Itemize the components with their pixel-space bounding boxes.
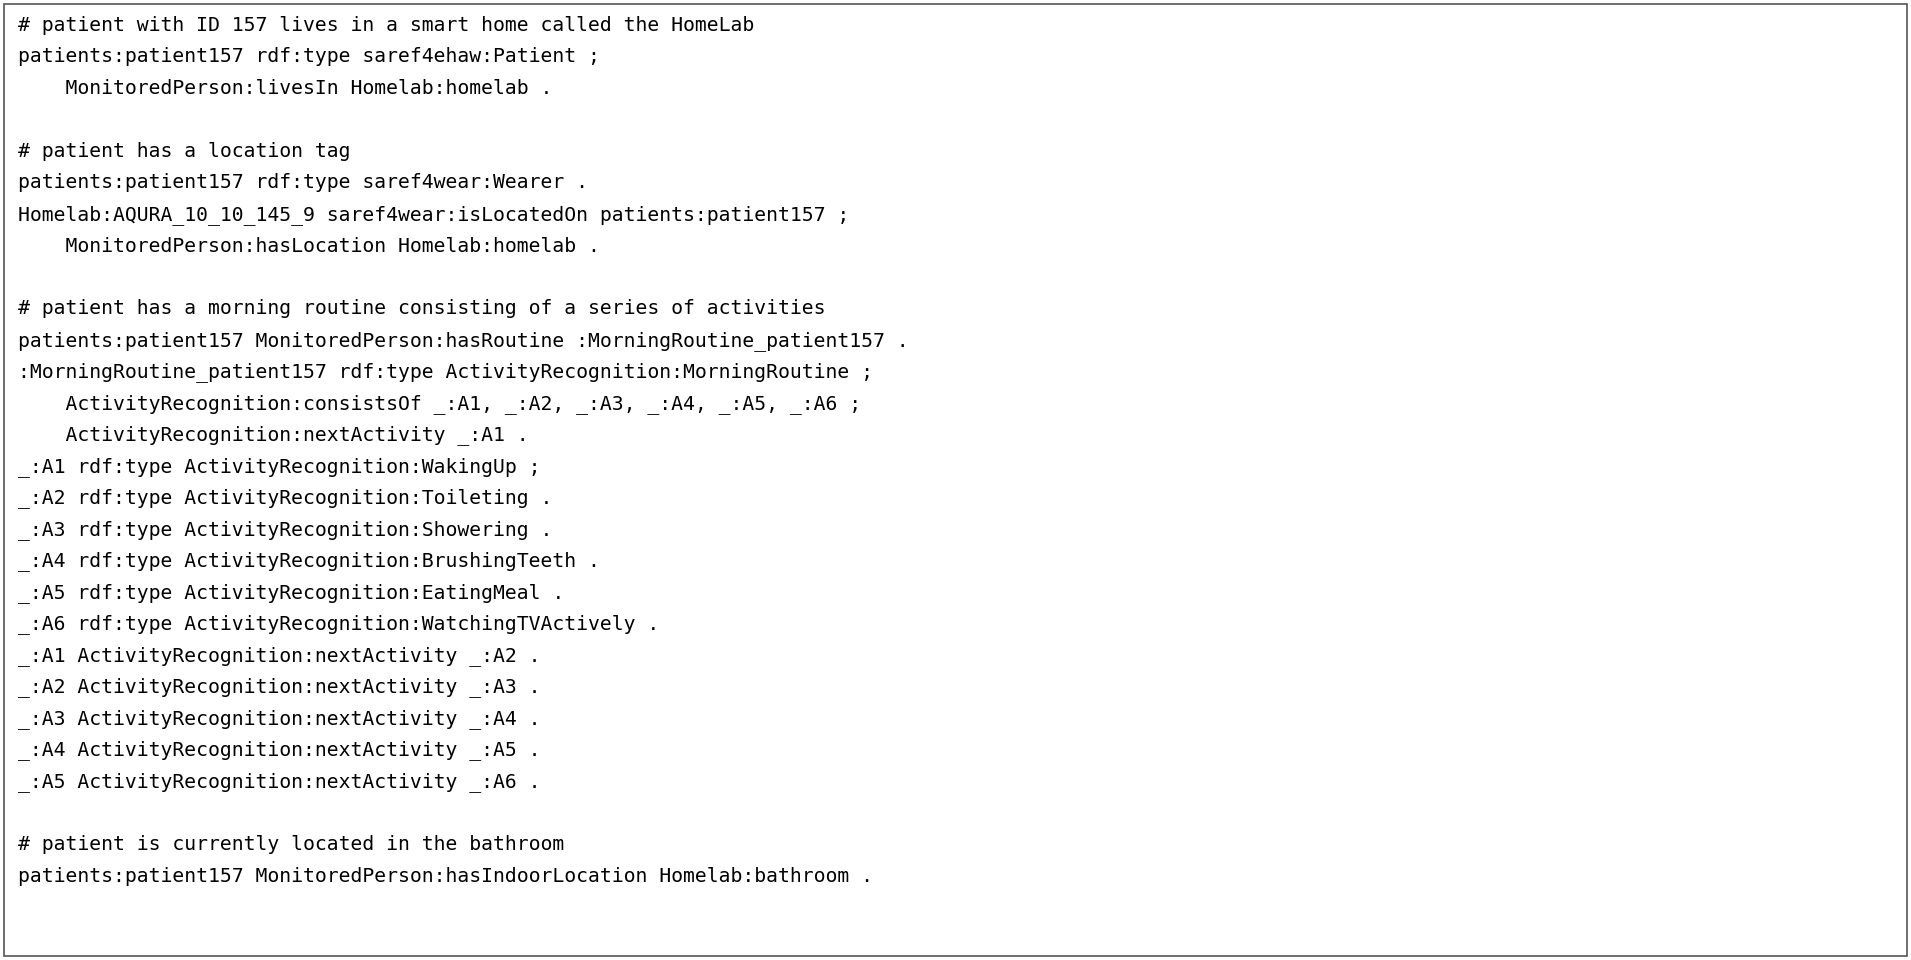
Text: _:A5 rdf:type ActivityRecognition:EatingMeal .: _:A5 rdf:type ActivityRecognition:Eating… bbox=[17, 583, 564, 603]
Text: :MorningRoutine_patient157 rdf:type ActivityRecognition:MorningRoutine ;: :MorningRoutine_patient157 rdf:type Acti… bbox=[17, 363, 873, 382]
Text: _:A4 rdf:type ActivityRecognition:BrushingTeeth .: _:A4 rdf:type ActivityRecognition:Brushi… bbox=[17, 551, 600, 571]
Text: # patient has a morning routine consisting of a series of activities: # patient has a morning routine consisti… bbox=[17, 300, 826, 319]
Text: ActivityRecognition:nextActivity _:A1 .: ActivityRecognition:nextActivity _:A1 . bbox=[17, 425, 529, 445]
Text: _:A5 ActivityRecognition:nextActivity _:A6 .: _:A5 ActivityRecognition:nextActivity _:… bbox=[17, 772, 541, 792]
Text: _:A6 rdf:type ActivityRecognition:WatchingTVActively .: _:A6 rdf:type ActivityRecognition:Watchi… bbox=[17, 614, 659, 635]
Text: _:A2 ActivityRecognition:nextActivity _:A3 .: _:A2 ActivityRecognition:nextActivity _:… bbox=[17, 678, 541, 697]
Text: patients:patient157 MonitoredPerson:hasIndoorLocation Homelab:bathroom .: patients:patient157 MonitoredPerson:hasI… bbox=[17, 867, 873, 885]
Text: patients:patient157 MonitoredPerson:hasRoutine :MorningRoutine_patient157 .: patients:patient157 MonitoredPerson:hasR… bbox=[17, 331, 908, 351]
Text: MonitoredPerson:hasLocation Homelab:homelab .: MonitoredPerson:hasLocation Homelab:home… bbox=[17, 236, 600, 255]
Text: ActivityRecognition:consistsOf _:A1, _:A2, _:A3, _:A4, _:A5, _:A6 ;: ActivityRecognition:consistsOf _:A1, _:A… bbox=[17, 394, 862, 414]
Text: # patient has a location tag: # patient has a location tag bbox=[17, 142, 350, 161]
Text: _:A2 rdf:type ActivityRecognition:Toileting .: _:A2 rdf:type ActivityRecognition:Toilet… bbox=[17, 489, 552, 509]
Text: Homelab:AQURA_10_10_145_9 saref4wear:isLocatedOn patients:patient157 ;: Homelab:AQURA_10_10_145_9 saref4wear:isL… bbox=[17, 205, 848, 225]
Text: _:A1 rdf:type ActivityRecognition:WakingUp ;: _:A1 rdf:type ActivityRecognition:Waking… bbox=[17, 457, 541, 477]
FancyBboxPatch shape bbox=[4, 4, 1907, 956]
Text: # patient with ID 157 lives in a smart home called the HomeLab: # patient with ID 157 lives in a smart h… bbox=[17, 16, 755, 35]
Text: patients:patient157 rdf:type saref4wear:Wearer .: patients:patient157 rdf:type saref4wear:… bbox=[17, 174, 589, 193]
Text: # patient is currently located in the bathroom: # patient is currently located in the ba… bbox=[17, 835, 564, 854]
Text: _:A1 ActivityRecognition:nextActivity _:A2 .: _:A1 ActivityRecognition:nextActivity _:… bbox=[17, 646, 541, 666]
Text: patients:patient157 rdf:type saref4ehaw:Patient ;: patients:patient157 rdf:type saref4ehaw:… bbox=[17, 47, 600, 66]
Text: _:A3 rdf:type ActivityRecognition:Showering .: _:A3 rdf:type ActivityRecognition:Shower… bbox=[17, 520, 552, 540]
Text: MonitoredPerson:livesIn Homelab:homelab .: MonitoredPerson:livesIn Homelab:homelab … bbox=[17, 79, 552, 98]
Text: _:A4 ActivityRecognition:nextActivity _:A5 .: _:A4 ActivityRecognition:nextActivity _:… bbox=[17, 740, 541, 760]
Text: _:A3 ActivityRecognition:nextActivity _:A4 .: _:A3 ActivityRecognition:nextActivity _:… bbox=[17, 709, 541, 729]
